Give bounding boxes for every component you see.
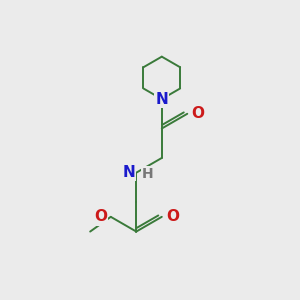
Text: O: O [166, 209, 179, 224]
Text: O: O [94, 209, 107, 224]
Text: H: H [142, 167, 154, 181]
Text: N: N [155, 92, 168, 106]
Text: O: O [192, 106, 205, 121]
Text: N: N [122, 165, 135, 180]
